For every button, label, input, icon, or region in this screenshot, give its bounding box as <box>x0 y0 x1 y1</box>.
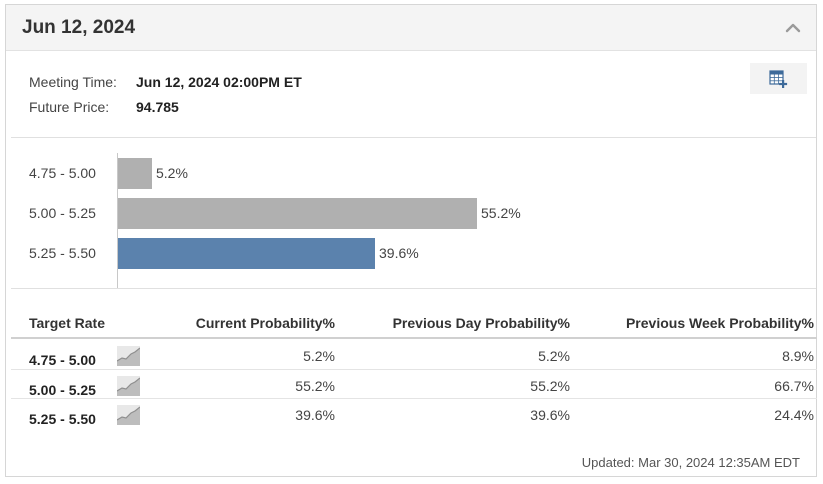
bar-category-label: 5.25 - 5.50 <box>29 245 96 261</box>
table-cell-prev-day: 55.2% <box>530 378 570 394</box>
probability-bar <box>118 238 375 269</box>
table-cell-prev-week: 8.9% <box>782 348 814 364</box>
chevron-up-icon <box>785 23 801 33</box>
meeting-time-value: Jun 12, 2024 02:00PM ET <box>136 74 302 90</box>
meeting-time-label: Meeting Time: <box>29 74 117 90</box>
probability-bar <box>118 158 152 189</box>
meeting-time-row: Meeting Time: Jun 12, 2024 02:00PM ET <box>29 74 302 90</box>
table-cell-prev-week: 66.7% <box>774 378 814 394</box>
future-price-label: Future Price: <box>29 99 110 115</box>
column-header-current: Current Probability% <box>195 315 335 331</box>
add-to-calendar-button[interactable] <box>750 63 807 94</box>
table-row-rate: 5.00 - 5.25 <box>29 382 96 398</box>
divider <box>11 137 816 138</box>
bar-value-label: 39.6% <box>379 245 419 261</box>
table-cell-current: 39.6% <box>295 407 335 423</box>
card-header[interactable]: Jun 12, 2024 <box>6 5 816 51</box>
bar-category-label: 4.75 - 5.00 <box>29 165 96 181</box>
future-price-value: 94.785 <box>136 99 179 115</box>
table-cell-prev-week: 24.4% <box>774 407 814 423</box>
row-divider <box>11 369 817 370</box>
bar-value-label: 5.2% <box>156 165 188 181</box>
bar-value-label: 55.2% <box>481 205 521 221</box>
meeting-date-title: Jun 12, 2024 <box>22 17 136 38</box>
collapse-button[interactable] <box>782 17 804 39</box>
table-row-rate: 4.75 - 5.00 <box>29 352 96 368</box>
trend-chart-icon[interactable] <box>116 376 141 396</box>
divider <box>11 288 816 289</box>
updated-timestamp: Updated: Mar 30, 2024 12:35AM EDT <box>581 455 800 470</box>
table-header-divider <box>11 337 817 339</box>
probability-bar <box>118 198 477 229</box>
table-cell-current: 5.2% <box>303 348 335 364</box>
column-header-prev-week: Previous Week Probability% <box>625 315 814 331</box>
bar-category-label: 5.00 - 5.25 <box>29 205 96 221</box>
table-cell-prev-day: 5.2% <box>538 348 570 364</box>
chart-axis <box>117 153 118 288</box>
calendar-add-icon <box>769 70 788 88</box>
future-price-row: Future Price: 94.785 <box>29 99 179 115</box>
table-row-rate: 5.25 - 5.50 <box>29 411 96 427</box>
fedwatch-card: Jun 12, 2024 Meeting Time: Jun 12, 2024 … <box>5 4 817 477</box>
table-cell-prev-day: 39.6% <box>530 407 570 423</box>
table-cell-current: 55.2% <box>295 378 335 394</box>
trend-chart-icon[interactable] <box>116 405 141 425</box>
trend-chart-icon[interactable] <box>116 346 141 366</box>
column-header-prev-day: Previous Day Probability% <box>392 315 570 331</box>
row-divider <box>11 398 817 399</box>
column-header-target-rate: Target Rate <box>29 315 105 331</box>
